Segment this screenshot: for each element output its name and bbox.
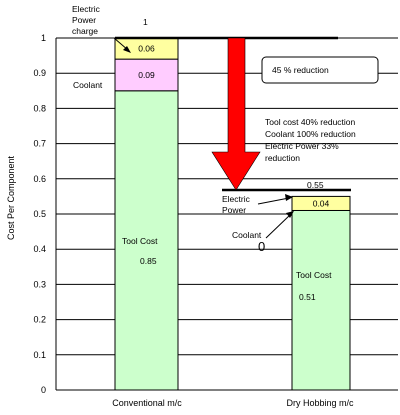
bar2-power-leader-head — [285, 194, 293, 201]
y-tick-label: 0.6 — [33, 174, 46, 184]
total-label-dryhobbing: 0.55 — [307, 180, 324, 190]
bar1-power-label: Electric — [72, 4, 101, 14]
y-tick-label: 0.3 — [33, 279, 46, 289]
y-tick-label: 0.7 — [33, 139, 46, 149]
y-tick-label: 0.2 — [33, 315, 46, 325]
bar2-coolant-value: 0 — [258, 239, 265, 254]
bar-value-label: 0.06 — [138, 44, 155, 54]
total-label-conventional: 1 — [143, 17, 148, 27]
reduction-note: Coolant 100% reduction — [265, 129, 356, 139]
y-tick-label: 0.1 — [33, 350, 46, 360]
x-tick-label: Conventional m/c — [112, 398, 182, 408]
bar-value-label: 0.51 — [299, 292, 316, 302]
bar2-coolant-leader-head — [286, 211, 294, 218]
bar-segment — [114, 90, 179, 391]
bar-value-label: 0.04 — [313, 198, 330, 208]
bar-value-label: 0.85 — [140, 256, 157, 266]
y-tick-label: 1 — [41, 33, 46, 43]
y-axis-label: Cost Per Component — [6, 155, 16, 240]
reduction-box-text: 45 % reduction — [272, 65, 329, 75]
bar1-tool-label: Tool Cost — [122, 236, 158, 246]
reduction-note: Electric Power 33% — [265, 141, 339, 151]
bar2-power-label: Electric — [222, 194, 251, 204]
bar1-power-leader-head — [123, 46, 131, 53]
bar2-power-label: Power — [222, 205, 246, 215]
y-tick-label: 0 — [41, 385, 46, 395]
bar1-power-label: charge — [72, 26, 98, 36]
bar-segment — [291, 195, 351, 211]
y-tick-label: 0.4 — [33, 244, 46, 254]
bar1-coolant-label: Coolant — [73, 80, 103, 90]
reduction-note: reduction — [265, 153, 300, 163]
y-tick-label: 0.5 — [33, 209, 46, 219]
bar-segment — [114, 58, 179, 92]
bar1-power-label: Power — [72, 15, 96, 25]
y-axis: 0 0.1 0.2 0.3 0.4 0.5 0.6 0.7 0.8 0.9 1 — [33, 33, 57, 395]
bar2-coolant-leader — [265, 213, 292, 239]
y-tick-label: 0.9 — [33, 68, 46, 78]
reduction-arrow — [211, 37, 261, 191]
reduction-note: Tool cost 40% reduction — [265, 117, 356, 127]
bar2-power-leader — [257, 197, 290, 205]
bar2-tool-label: Tool Cost — [296, 270, 332, 280]
y-tick-label: 0.8 — [33, 103, 46, 113]
bar-segment — [291, 209, 351, 391]
bar2-coolant-label: Coolant — [232, 230, 262, 240]
bar-value-label: 0.09 — [138, 70, 155, 80]
x-tick-label: Dry Hobbing m/c — [286, 398, 354, 408]
reduction-box — [261, 56, 379, 84]
